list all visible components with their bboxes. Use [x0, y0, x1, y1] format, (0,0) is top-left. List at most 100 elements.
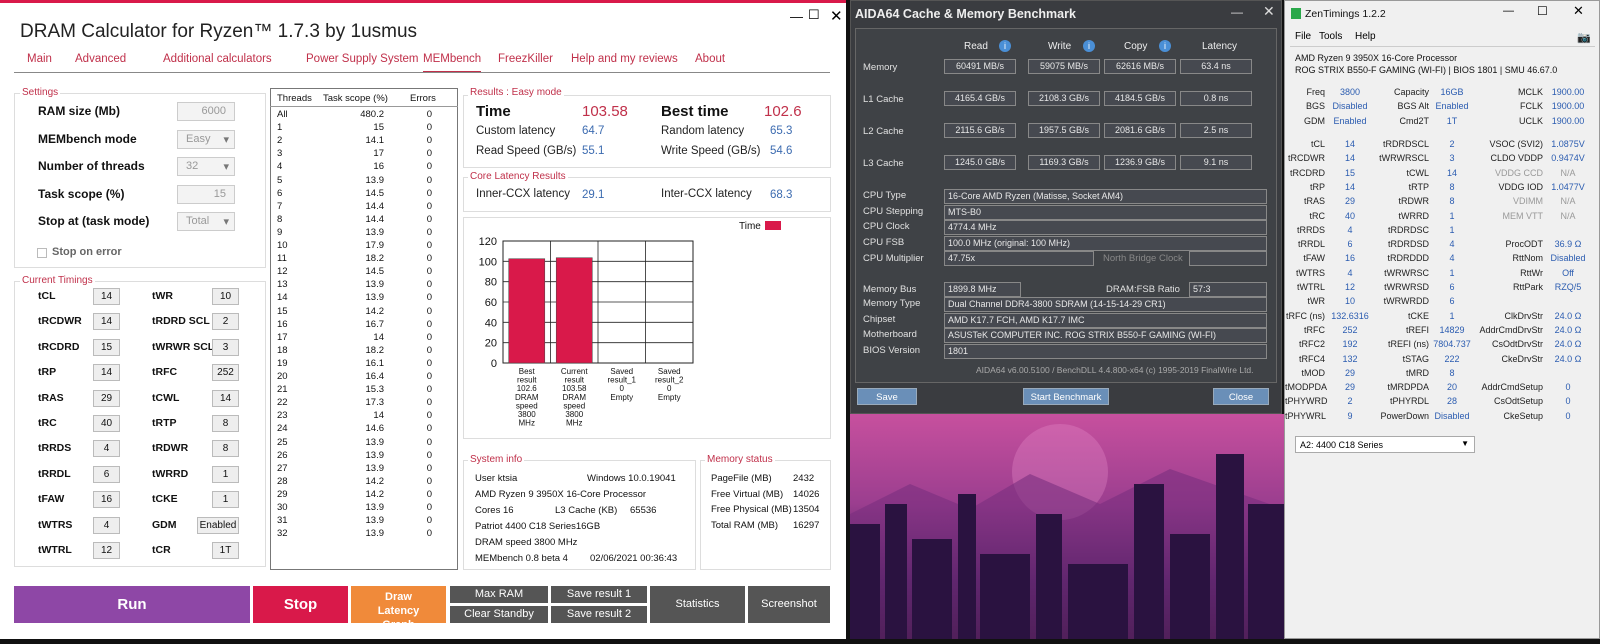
settings-field-4[interactable]: Total [177, 212, 235, 231]
aida-row-label: L3 Cache [863, 158, 904, 169]
zen-label: MEM VTT [1502, 210, 1544, 221]
zen-value: 20 [1446, 382, 1457, 393]
profile-select[interactable]: A2: 4400 C18 Series ▼ [1295, 436, 1475, 453]
timing-label: tWTRS [38, 518, 73, 531]
zen-cpu: AMD Ryzen 9 3950X 16-Core Processor [1295, 53, 1458, 63]
settings-field-1[interactable]: Easy [177, 129, 235, 149]
close-icon[interactable]: ✕ [1263, 3, 1275, 19]
tab-1[interactable]: Advanced [75, 53, 127, 65]
aida-value: 4184.5 GB/s [1104, 91, 1176, 106]
thread-errors: 0 [426, 475, 432, 487]
zen-label: UCLK [1518, 115, 1543, 126]
timing-value: 4 [93, 440, 120, 458]
zen-label: RttPark [1512, 282, 1543, 292]
x-tick-label: 103.58 [562, 384, 587, 393]
thread-id: 31 [277, 515, 288, 527]
stop-button[interactable]: Stop [253, 586, 348, 623]
thread-id: 1 [277, 122, 283, 134]
menu-item[interactable]: File [1295, 31, 1312, 42]
tab-4[interactable]: MEMbench [423, 53, 482, 73]
menu-item[interactable]: Tools [1319, 31, 1343, 42]
minimize-icon[interactable]: — [1231, 5, 1243, 19]
close-icon[interactable]: ✕ [1573, 3, 1584, 18]
thread-id: All [277, 109, 288, 120]
aida-value: 1236.9 GB/s [1104, 155, 1176, 170]
tab-5[interactable]: FreezKiller [498, 53, 553, 65]
aida-cpu-value: 100.0 MHz (original: 100 MHz) [944, 235, 1267, 251]
camera-icon[interactable]: 📷 [1577, 32, 1591, 44]
time-label: Time [476, 103, 511, 120]
zentimings-icon [1291, 8, 1301, 19]
sysinfo-line: Cores 16 [475, 505, 514, 516]
memstatus-value: 13504 [793, 504, 820, 515]
info-icon[interactable]: i [1159, 40, 1171, 52]
dram-calculator-window: DRAM Calculator for Ryzen™ 1.7.3 by 1usm… [0, 0, 846, 639]
zen-label: tWRRD [1398, 210, 1430, 221]
zen-value: 28 [1446, 396, 1457, 407]
settings-field-2[interactable]: 32 [177, 157, 235, 176]
info-icon[interactable]: i [999, 40, 1011, 52]
thread-id: 16 [277, 318, 288, 330]
save-result-2-button[interactable]: Save result 2 [551, 606, 647, 623]
stop-on-error-label: Stop on error [52, 246, 122, 258]
maximize-icon[interactable]: ☐ [1537, 4, 1548, 18]
timing-value: 12 [93, 542, 120, 559]
zen-label: AddrCmdSetup [1481, 382, 1543, 393]
stop-on-error-checkbox[interactable] [37, 248, 47, 258]
memstatus-label: Free Physical (MB) [711, 504, 792, 515]
zen-value: 14 [1344, 181, 1355, 192]
thread-errors: 0 [426, 344, 432, 356]
zen-label: tRDRDSD [1387, 239, 1429, 250]
zen-value: 6 [1449, 282, 1455, 292]
tab-0[interactable]: Main [27, 53, 52, 65]
draw-latency-graph-button[interactable]: Draw Latency Graph [351, 586, 446, 631]
dram-fsb-label: DRAM:FSB Ratio [1106, 284, 1180, 295]
tab-2[interactable]: Additional calculators [163, 53, 272, 65]
zen-label: tPHYWRD [1285, 396, 1328, 407]
zen-value: 0.9474V [1551, 153, 1585, 164]
zen-value: 4 [1449, 239, 1455, 250]
zen-value: 14 [1344, 153, 1355, 164]
zen-value: 15 [1344, 167, 1355, 178]
x-tick-label: Current [561, 367, 588, 376]
statistics-button[interactable]: Statistics [650, 586, 745, 623]
aida64-window: AIDA64 Cache & Memory Benchmark — ✕ Read… [850, 0, 1282, 414]
max-ram-button[interactable]: Max RAM [450, 586, 548, 603]
thread-scope: 14.1 [365, 135, 385, 147]
thread-id: 27 [277, 462, 288, 474]
tab-3[interactable]: Power Supply System [306, 53, 419, 65]
save-button[interactable]: Save [857, 388, 917, 405]
info-icon[interactable]: i [1083, 40, 1095, 52]
y-tick-label: 120 [479, 236, 497, 248]
zen-label: tWRWRDD [1383, 296, 1429, 307]
timing-value: 1 [212, 491, 239, 509]
minimize-icon[interactable]: — [790, 9, 803, 24]
zen-value: 132 [1342, 353, 1358, 364]
run-button[interactable]: Run [14, 586, 250, 623]
thread-scope: 13.9 [365, 502, 385, 513]
settings-field-0[interactable]: 6000 [177, 102, 235, 121]
tab-6[interactable]: Help and my reviews [571, 53, 678, 65]
aida-sys-label: BIOS Version [863, 344, 921, 356]
maximize-icon[interactable]: ☐ [808, 7, 820, 22]
memstatus-label: Total RAM (MB) [711, 519, 779, 531]
zen-value: 3 [1449, 153, 1455, 164]
zen-value: 1900.00 [1551, 87, 1585, 97]
aida-footer: AIDA64 v6.00.5100 / BenchDLL 4.4.800-x64… [976, 365, 1254, 375]
timings-group [14, 281, 266, 567]
clear-standby-button[interactable]: Clear Standby [450, 606, 548, 623]
aida-sys-value: Dual Channel DDR4-3800 SDRAM (14-15-14-2… [944, 297, 1267, 312]
timing-label: tFAW [38, 493, 65, 506]
x-tick-label: result_1 [608, 376, 637, 385]
save-result-1-button[interactable]: Save result 1 [551, 586, 647, 603]
screenshot-button[interactable]: Screenshot [748, 586, 830, 623]
close-button[interactable]: Close [1213, 388, 1269, 405]
close-icon[interactable]: ✕ [830, 8, 843, 25]
menu-item[interactable]: Help [1355, 31, 1376, 42]
thread-scope: 13.9 [365, 515, 385, 527]
minimize-icon[interactable]: — [1503, 5, 1514, 17]
start-benchmark-button[interactable]: Start Benchmark [1023, 388, 1109, 405]
settings-field-3[interactable]: 15 [177, 184, 235, 204]
tab-7[interactable]: About [695, 53, 726, 65]
latency-chart: 020406080100120Bestresult102.6DRAMspeed3… [479, 221, 781, 428]
